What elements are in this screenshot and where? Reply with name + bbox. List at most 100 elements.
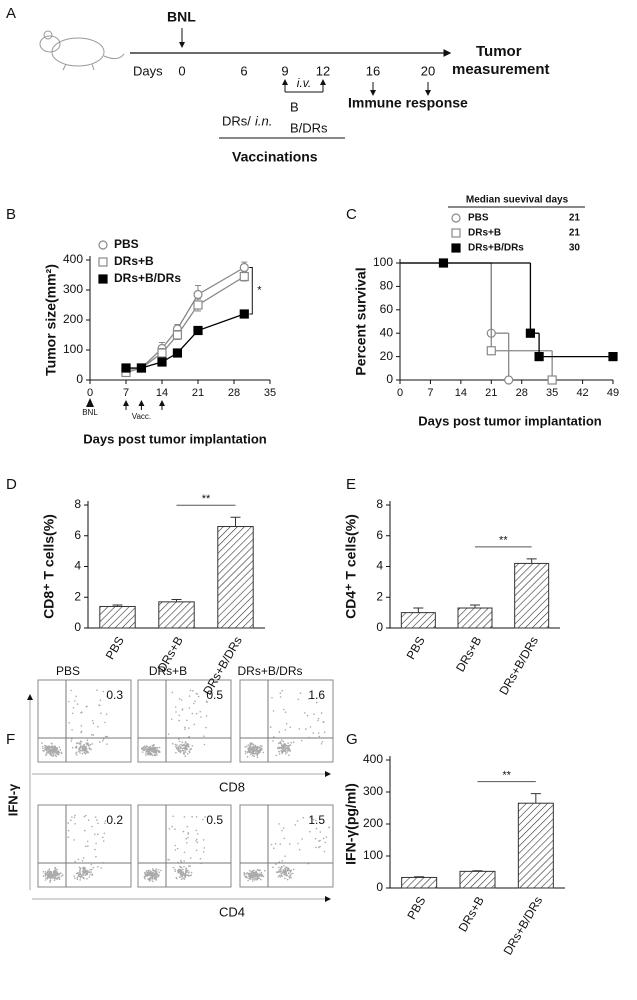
cell-dot [97,822,99,825]
cell-dot [180,870,183,873]
y-tick-label: 400 [363,752,383,766]
cell-dot [194,700,196,703]
cell-dot [279,696,282,698]
cell-dot [150,870,152,873]
legend-label: DRs+B [468,228,501,239]
x-label: CD8 [219,779,245,794]
cell-dot [290,869,293,872]
cell-dot [257,746,260,748]
cell-dot [280,867,283,869]
cell-dot [149,872,152,874]
series-line [125,275,245,374]
vaccination-label: Vacc. [132,412,151,421]
cell-dot [49,879,52,881]
cell-dot [88,876,91,878]
cell-dot [145,874,147,877]
cell-dot [81,860,84,862]
cell-dot [97,833,99,835]
cell-dot [276,747,279,749]
cell-dot [260,871,263,874]
cell-dot [47,870,49,872]
cell-dot [258,873,261,875]
cell-dot [56,874,58,877]
day: 0 [178,63,185,78]
cell-dot [55,755,57,758]
cell-dot [90,871,92,873]
cell-dot [85,874,87,876]
cell-dot [290,873,293,875]
cell-dot [145,745,148,747]
cell-dot [183,878,186,880]
legend-marker [451,243,461,253]
cell-dot [88,745,90,747]
cell-dot [88,871,91,873]
panel-label: D [6,476,17,493]
cell-dot [305,728,307,730]
cell-dot [54,869,56,871]
cell-dot [301,838,304,840]
cell-dot [80,875,83,878]
cell-dot [283,837,286,840]
cell-dot [100,867,102,869]
cell-dot [183,865,185,868]
marker [239,271,249,282]
cell-dot [71,729,73,731]
cell-dot [280,749,283,752]
cell-dot [253,869,255,872]
marker [547,375,557,385]
cell-dot [85,745,87,748]
cell-dot [79,867,82,870]
cell-dot [156,873,159,875]
cell-dot [42,870,45,873]
cell-dot [104,822,106,825]
cell-dot [299,692,302,694]
cell-dot [292,741,295,744]
cell-dot [283,870,286,872]
cell-dot [91,733,93,736]
cell-dot [188,750,190,752]
cell-dot [41,742,43,744]
route-label: i.v. [297,76,311,90]
cell-dot [248,874,250,876]
cell-dot [206,701,208,703]
cell-dot [255,874,258,876]
error-bar [470,604,480,609]
vaccinations-label: Vaccinations [232,149,318,165]
cell-dot [50,870,52,873]
cell-dot [157,875,160,878]
cell-dot [83,877,85,880]
cell-dot [195,838,198,841]
y-axis-label: CD4⁺ T cells(%) [343,514,359,619]
significance-label: ** [502,770,511,782]
cell-dot [246,872,249,874]
cell-dot [100,712,102,714]
cell-dot [42,747,44,750]
cell-dot [47,874,49,876]
cell-dot [183,860,185,862]
cell-dot [320,712,323,714]
cell-dot [284,748,287,750]
panel-label: E [346,476,356,493]
cell-dot [49,881,51,883]
cell-dot [195,829,198,832]
cell-dot [147,869,150,872]
cell-dot [172,815,174,818]
cell-dot [83,815,86,818]
significance-label: * [257,285,262,297]
cell-dot [187,836,189,839]
cell-dot [255,879,258,881]
percent-label: 0.5 [206,688,223,702]
cell-dot [86,872,88,874]
legend-label: PBS [114,237,139,251]
cell-dot [95,842,97,845]
cell-dot [247,879,249,882]
cell-dot [151,747,153,749]
legend-marker [98,240,108,250]
cell-dot [79,750,82,752]
cell-dot [183,748,186,750]
cell-dot [145,752,147,754]
cell-dot [285,753,287,755]
cell-dot [86,840,89,843]
cell-dot [102,740,104,742]
cell-dot [83,751,85,753]
